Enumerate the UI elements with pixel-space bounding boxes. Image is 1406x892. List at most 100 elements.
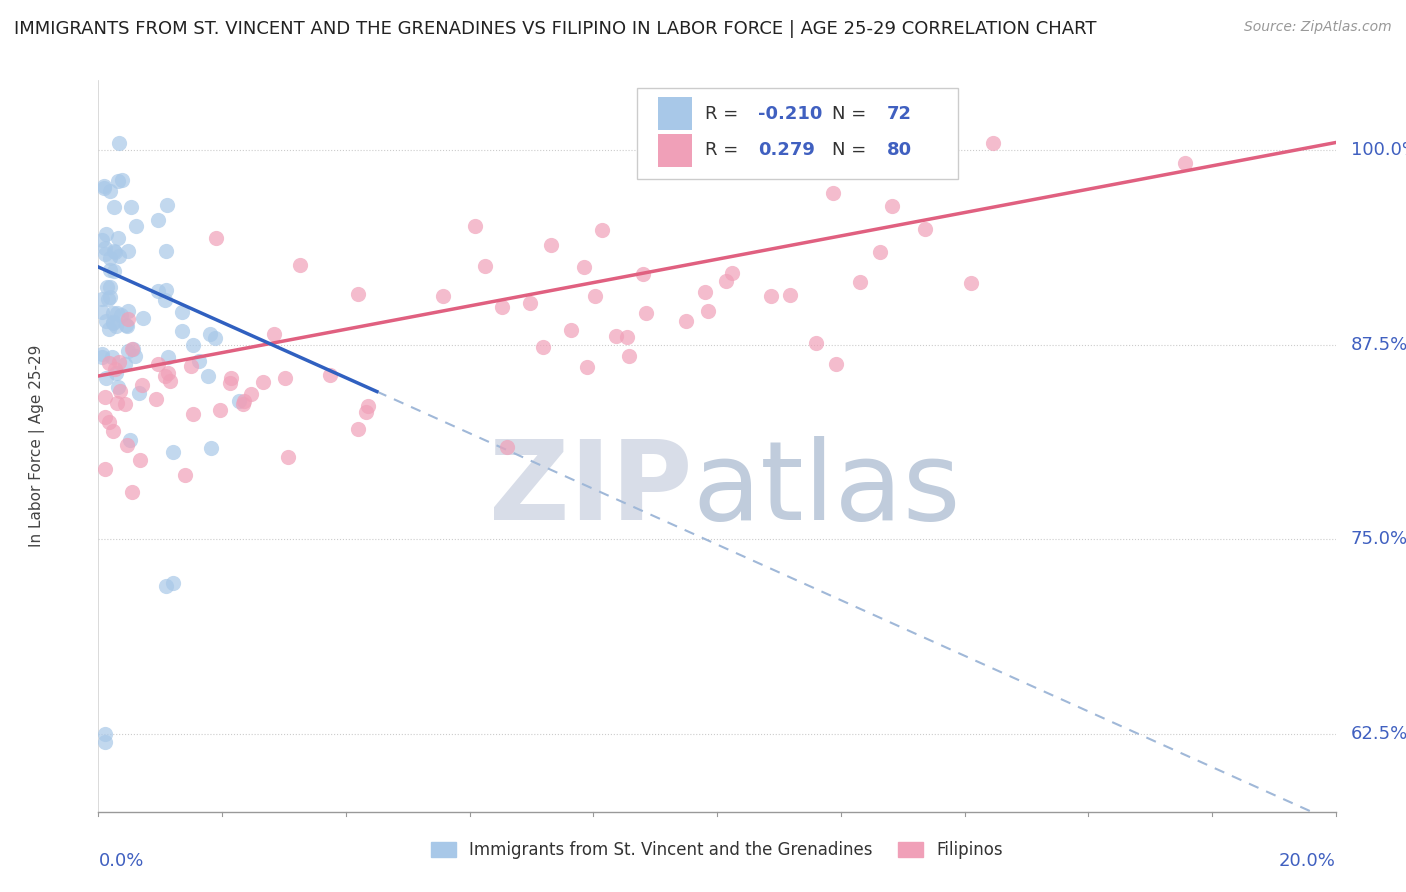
Text: 20.0%: 20.0%: [1279, 852, 1336, 870]
Point: [720, 267, 742, 281]
Point: [347, 287, 370, 301]
Point: [117, 303, 139, 318]
Point: [98, 290, 121, 304]
Point: [90, 292, 112, 306]
Point: [263, 326, 285, 341]
Point: [128, 386, 150, 401]
Point: [96, 371, 118, 385]
FancyBboxPatch shape: [637, 87, 959, 179]
Point: [914, 221, 936, 235]
Point: [108, 136, 131, 150]
Point: [228, 394, 250, 409]
Point: [156, 351, 179, 365]
Text: Source: ZipAtlas.com: Source: ZipAtlas.com: [1244, 20, 1392, 34]
Point: [98, 322, 121, 336]
Point: [91, 350, 114, 364]
Point: [172, 304, 194, 318]
Point: [869, 244, 891, 259]
Point: [114, 357, 136, 371]
Point: [94, 241, 117, 255]
Point: [104, 366, 127, 380]
Point: [90, 234, 112, 248]
Point: [90, 304, 112, 318]
Point: [821, 186, 844, 200]
Point: [181, 338, 204, 352]
Point: [180, 359, 202, 373]
Point: [347, 422, 370, 436]
Point: [103, 201, 125, 215]
Point: [474, 259, 496, 273]
Point: [93, 734, 115, 748]
Point: [101, 317, 124, 331]
Point: [93, 179, 115, 194]
Point: [714, 274, 737, 288]
Legend: Immigrants from St. Vincent and the Grenadines, Filipinos: Immigrants from St. Vincent and the Gren…: [425, 834, 1010, 865]
Point: [93, 181, 115, 195]
Point: [605, 329, 627, 343]
Point: [103, 306, 125, 320]
Text: R =: R =: [704, 104, 744, 122]
Point: [634, 306, 657, 320]
Point: [432, 289, 454, 303]
Point: [252, 375, 274, 389]
Point: [114, 397, 136, 411]
Point: [93, 390, 115, 404]
Bar: [658, 97, 692, 130]
Point: [121, 485, 143, 500]
Point: [105, 395, 128, 409]
Point: [232, 397, 254, 411]
Point: [103, 263, 125, 277]
Text: R =: R =: [704, 141, 744, 159]
Point: [198, 326, 221, 341]
Point: [162, 445, 184, 459]
Text: 80: 80: [887, 141, 911, 159]
Point: [156, 198, 179, 212]
Point: [98, 415, 121, 429]
Point: [496, 440, 519, 454]
Point: [117, 244, 139, 258]
Text: 62.5%: 62.5%: [1351, 725, 1406, 743]
Point: [204, 231, 226, 245]
Point: [105, 306, 128, 320]
Point: [101, 350, 124, 364]
Point: [187, 354, 209, 368]
Point: [145, 392, 167, 406]
Point: [288, 258, 311, 272]
Point: [519, 296, 541, 310]
Point: [319, 368, 342, 382]
Point: [114, 318, 136, 332]
Point: [117, 311, 139, 326]
Point: [132, 311, 155, 326]
Point: [204, 331, 226, 345]
Point: [108, 355, 131, 369]
Point: [162, 576, 184, 591]
Point: [354, 405, 377, 419]
Point: [880, 199, 903, 213]
Point: [233, 393, 256, 408]
Point: [115, 318, 138, 333]
Point: [585, 289, 607, 303]
Point: [108, 249, 131, 263]
Text: 87.5%: 87.5%: [1351, 336, 1406, 354]
Point: [120, 433, 142, 447]
Point: [981, 136, 1004, 150]
Point: [209, 403, 232, 417]
Point: [277, 450, 299, 465]
Text: -0.210: -0.210: [758, 104, 823, 122]
Point: [825, 357, 848, 371]
Point: [94, 247, 117, 261]
Point: [103, 315, 125, 329]
Point: [155, 579, 177, 593]
Point: [560, 323, 582, 337]
Point: [90, 347, 112, 361]
Point: [804, 336, 827, 351]
Text: ZIP: ZIP: [489, 436, 692, 543]
Point: [693, 285, 716, 299]
Point: [110, 172, 132, 186]
Point: [110, 308, 132, 322]
Point: [356, 399, 378, 413]
Point: [146, 284, 169, 298]
Point: [94, 314, 117, 328]
Point: [491, 300, 513, 314]
Point: [576, 359, 599, 374]
